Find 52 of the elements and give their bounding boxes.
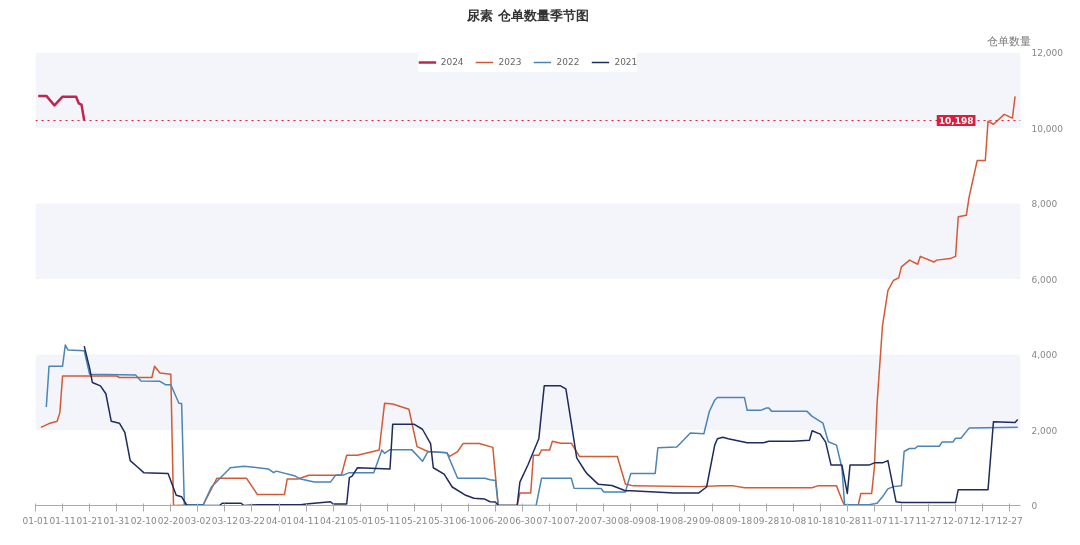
x-tick-label: 10-18 xyxy=(807,515,834,526)
legend-label: 2023 xyxy=(498,57,522,67)
x-tick-label: 07-30 xyxy=(590,515,618,526)
x-tick-label: 01-21 xyxy=(76,515,103,526)
x-tick-label: 09-28 xyxy=(753,515,780,526)
x-tick-label: 08-09 xyxy=(617,515,645,526)
x-tick-label: 11-27 xyxy=(915,515,942,526)
y-tick-label: 10,000 xyxy=(1031,123,1064,134)
x-tick-label: 05-01 xyxy=(347,515,374,526)
legend-label: 2022 xyxy=(556,57,580,67)
y-tick-label: 8,000 xyxy=(1031,199,1058,209)
x-tick-label: 02-10 xyxy=(130,515,158,526)
x-tick-label: 05-21 xyxy=(401,515,428,526)
x-tick-label: 03-02 xyxy=(184,515,211,526)
x-tick-label: 11-17 xyxy=(888,515,915,526)
x-tick-label: 07-20 xyxy=(563,515,591,526)
x-tick-label: 01-01 xyxy=(22,515,49,526)
y-tick-label: 12,000 xyxy=(1031,48,1064,58)
chart-title: 尿素 仓单数量季节图 xyxy=(466,7,589,23)
x-tick-label: 01-31 xyxy=(103,515,130,526)
x-tick-label: 04-21 xyxy=(320,515,347,526)
y-axis-title: 仓单数量 xyxy=(986,34,1031,48)
x-tick-label: 10-08 xyxy=(780,515,807,526)
x-tick-label: 05-31 xyxy=(428,515,455,526)
legend-label: 2021 xyxy=(614,57,638,67)
x-tick-label: 06-10 xyxy=(455,515,482,526)
x-tick-label: 04-11 xyxy=(293,515,320,526)
x-tick-label: 09-18 xyxy=(726,515,753,526)
x-tick-label: 08-19 xyxy=(644,515,672,526)
x-tick-label: 12-07 xyxy=(942,515,969,526)
x-tick-label: 10-28 xyxy=(834,515,861,526)
x-tick-label: 09-08 xyxy=(698,515,726,526)
legend-label: 2024 xyxy=(440,57,464,67)
y-tick-label: 6,000 xyxy=(1031,274,1058,285)
x-tick-label: 12-27 xyxy=(996,515,1023,526)
x-tick-label: 03-22 xyxy=(238,515,266,526)
y-tick-label: 4,000 xyxy=(1031,350,1058,360)
x-tick-label: 01-11 xyxy=(49,515,76,526)
x-tick-label: 03-12 xyxy=(211,515,238,526)
x-tick-label: 07-10 xyxy=(536,515,563,526)
x-tick-label: 05-11 xyxy=(374,515,401,526)
x-tick-label: 02-20 xyxy=(157,515,185,526)
x-tick-label: 04-01 xyxy=(265,515,293,526)
y-tick-label: 0 xyxy=(1031,501,1038,511)
x-tick-label: 08-29 xyxy=(671,515,699,526)
line-series xyxy=(36,94,86,122)
x-tick-label: 06-30 xyxy=(509,515,536,526)
ref-line-label: 10,198 xyxy=(938,116,974,127)
y-tick-label: 2,000 xyxy=(1031,425,1058,436)
x-tick-label: 06-20 xyxy=(482,515,509,526)
x-tick-label: 12-17 xyxy=(969,515,996,526)
x-tick-label: 11-07 xyxy=(861,515,888,526)
